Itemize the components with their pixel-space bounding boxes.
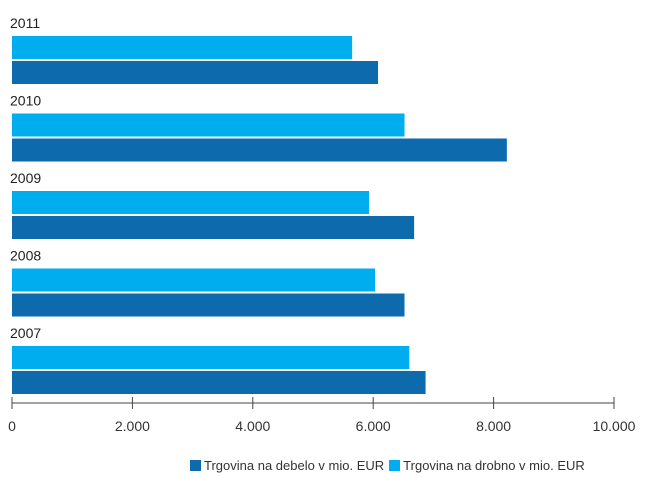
category-label-2011: 2011 [10,15,40,31]
legend-item-wholesale: Trgovina na debelo v mio. EUR [190,458,384,473]
legend-label-retail: Trgovina na drobno v mio. EUR [403,458,585,473]
x-tick-label-0: 0 [8,418,16,434]
bar-wholesale-2008 [12,293,405,317]
bar-retail-2009 [12,191,369,214]
bar-retail-2011 [12,36,353,59]
x-tick-label-2: 4.000 [235,418,270,434]
category-label-2008: 2008 [10,248,41,264]
legend-swatch-retail [389,460,401,471]
chart-legend: Trgovina na debelo v mio. EUR Trgovina n… [190,458,590,473]
category-label-2007: 2007 [10,325,41,341]
x-tick-label-3: 6.000 [356,418,391,434]
bar-wholesale-2011 [12,61,379,84]
category-label-2010: 2010 [10,93,41,109]
bar-wholesale-2010 [12,138,507,162]
bar-retail-2010 [12,113,405,137]
category-label-2009: 2009 [10,170,41,186]
x-tick-label-5: 10.000 [593,418,636,434]
legend-item-retail: Trgovina na drobno v mio. EUR [389,458,585,473]
bar-retail-2008 [12,268,376,292]
bar-wholesale-2009 [12,216,415,239]
bar-wholesale-2007 [12,371,426,394]
legend-label-wholesale: Trgovina na debelo v mio. EUR [204,458,385,473]
x-tick-label-1: 2.000 [115,418,150,434]
legend-swatch-wholesale [190,460,201,471]
bar-retail-2007 [12,346,410,369]
x-tick-label-4: 8.000 [476,418,511,434]
